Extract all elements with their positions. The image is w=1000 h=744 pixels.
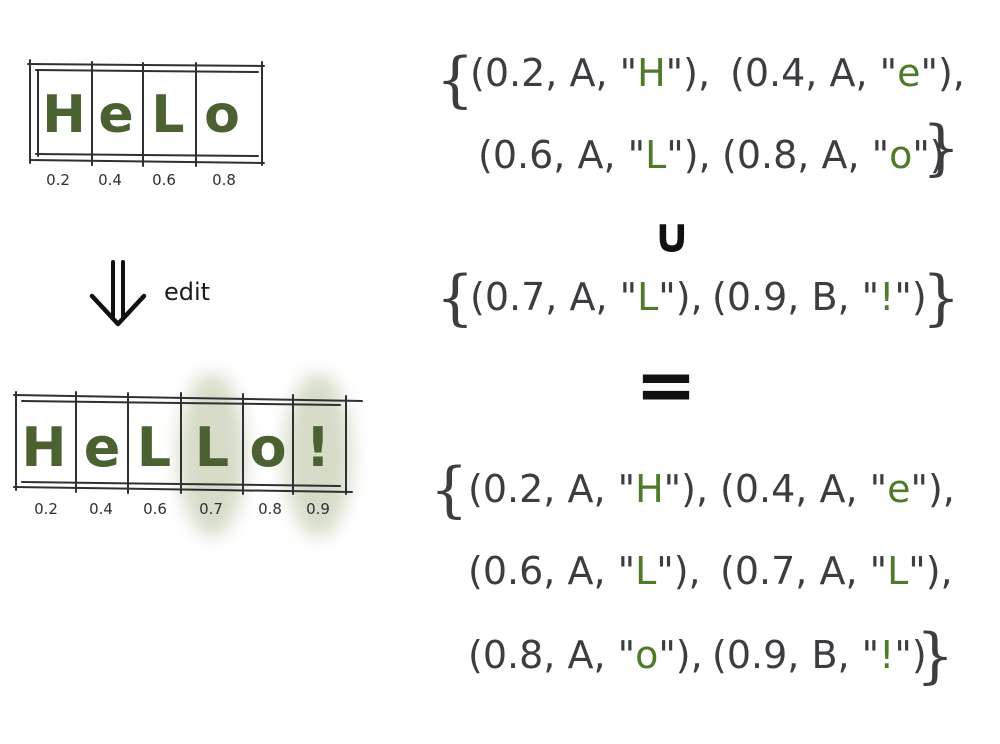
after-cell-position: 0.7 [199,500,223,518]
set-before: (0.2, A, "H"), (0.4, A, "e"), (0.6, A, "L"… [470,51,965,177]
before-cell-position: 0.2 [46,171,70,189]
edit-arrow-icon [89,260,147,327]
before-cell-position: 0.8 [212,171,236,189]
before-cell-letter: H [42,85,86,145]
tuple-char: L [635,549,656,593]
tuple: (0.8, A, "o"), [468,633,703,677]
insert-highlight [284,373,352,537]
before-cell-position: 0.6 [152,171,176,189]
tuple-char: H [635,467,664,511]
tuple-site: A [577,133,603,177]
set-added-open-brace: { [436,263,474,333]
before-cell-letter: o [204,85,240,145]
tuple-char: L [645,133,666,177]
before-cell-letter: L [151,85,184,145]
insert-highlights [178,373,352,537]
before-cell-strip [27,59,265,167]
tuple: (0.8, A, "o") [722,133,945,177]
after-cell-position: 0.8 [258,500,282,518]
before-positions: 0.2 0.4 0.6 0.8 [46,171,236,189]
set-result-open-brace: { [430,455,468,525]
set-before-close-brace: } [922,113,960,183]
tuple-site: A [567,549,593,593]
after-cell-letter: e [84,416,121,479]
tuple-pos: 0.8 [483,633,543,677]
after-cell-letter: L [137,416,171,479]
tuple-pos: 0.6 [483,549,543,593]
tuple-site: A [829,51,855,95]
tuple-site: A [569,51,595,95]
tuple-pos: 0.4 [745,51,805,95]
tuple-site: A [567,633,593,677]
tuple-site: B [811,633,837,677]
tuple: (0.4, A, "e"), [730,51,965,95]
set-added-close-brace: } [922,263,960,333]
tuple-pos: 0.9 [727,633,787,677]
set-result: (0.2, A, "H"), (0.4, A, "e"), (0.6, A, "L"… [468,467,955,677]
tuple-pos: 0.7 [735,549,795,593]
after-cell-position: 0.6 [143,500,167,518]
after-positions: 0.2 0.4 0.6 0.7 0.8 0.9 [34,500,330,518]
tuple: (0.6, A, "L"), [478,133,711,177]
tuple-pos: 0.8 [737,133,797,177]
after-cell-position: 0.9 [306,500,330,518]
tuple-site: B [811,275,837,319]
tuple-pos: 0.2 [483,467,543,511]
tuple-pos: 0.4 [735,467,795,511]
tuple-char: o [889,133,912,177]
tuple-char: L [887,549,908,593]
tuple: (0.6, A, "L"), [468,549,701,593]
set-result-close-brace: } [916,621,954,691]
tuple: (0.7, A, "L"), [720,549,953,593]
union-symbol: ∪ [653,208,692,264]
after-cell-position: 0.2 [34,500,58,518]
tuple-site: A [819,549,845,593]
after-cell-strip [13,391,363,495]
set-before-open-brace: { [436,45,474,115]
tuple-site: A [819,467,845,511]
equals-symbol: = [635,342,697,428]
tuple-site: A [567,467,593,511]
tuple: (0.4, A, "e"), [720,467,955,511]
after-cell-letter: L [195,416,229,479]
insert-highlight [178,373,246,537]
tuple-char: L [637,275,658,319]
edit-label: edit [164,278,210,306]
before-cell-position: 0.4 [98,171,122,189]
after-cell-letter: o [249,416,286,479]
after-cell-letter: ! [306,416,331,479]
before-cell-letter: e [98,85,133,145]
after-cell-position: 0.4 [89,500,113,518]
tuple-pos: 0.6 [493,133,553,177]
tuple-char: H [637,51,666,95]
set-added: (0.7, A, "L"), (0.9, B, "!") [470,275,927,319]
tuple: (0.9, B, "!") [712,633,927,677]
tuple-char: o [635,633,658,677]
tuple: (0.7, A, "L"), [470,275,703,319]
tuple-pos: 0.2 [485,51,545,95]
tuple-site: A [821,133,847,177]
tuple-pos: 0.7 [485,275,545,319]
tuple-char: e [887,467,910,511]
after-cell-letter: H [21,416,66,479]
tuple-site: A [569,275,595,319]
tuple: (0.2, A, "H"), [468,467,708,511]
tuple-pos: 0.9 [727,275,787,319]
tuple-char: e [897,51,920,95]
tuple: (0.9, B, "!") [712,275,927,319]
tuple-char: ! [879,275,894,319]
tuple-char: ! [879,633,894,677]
tuple: (0.2, A, "H"), [470,51,710,95]
